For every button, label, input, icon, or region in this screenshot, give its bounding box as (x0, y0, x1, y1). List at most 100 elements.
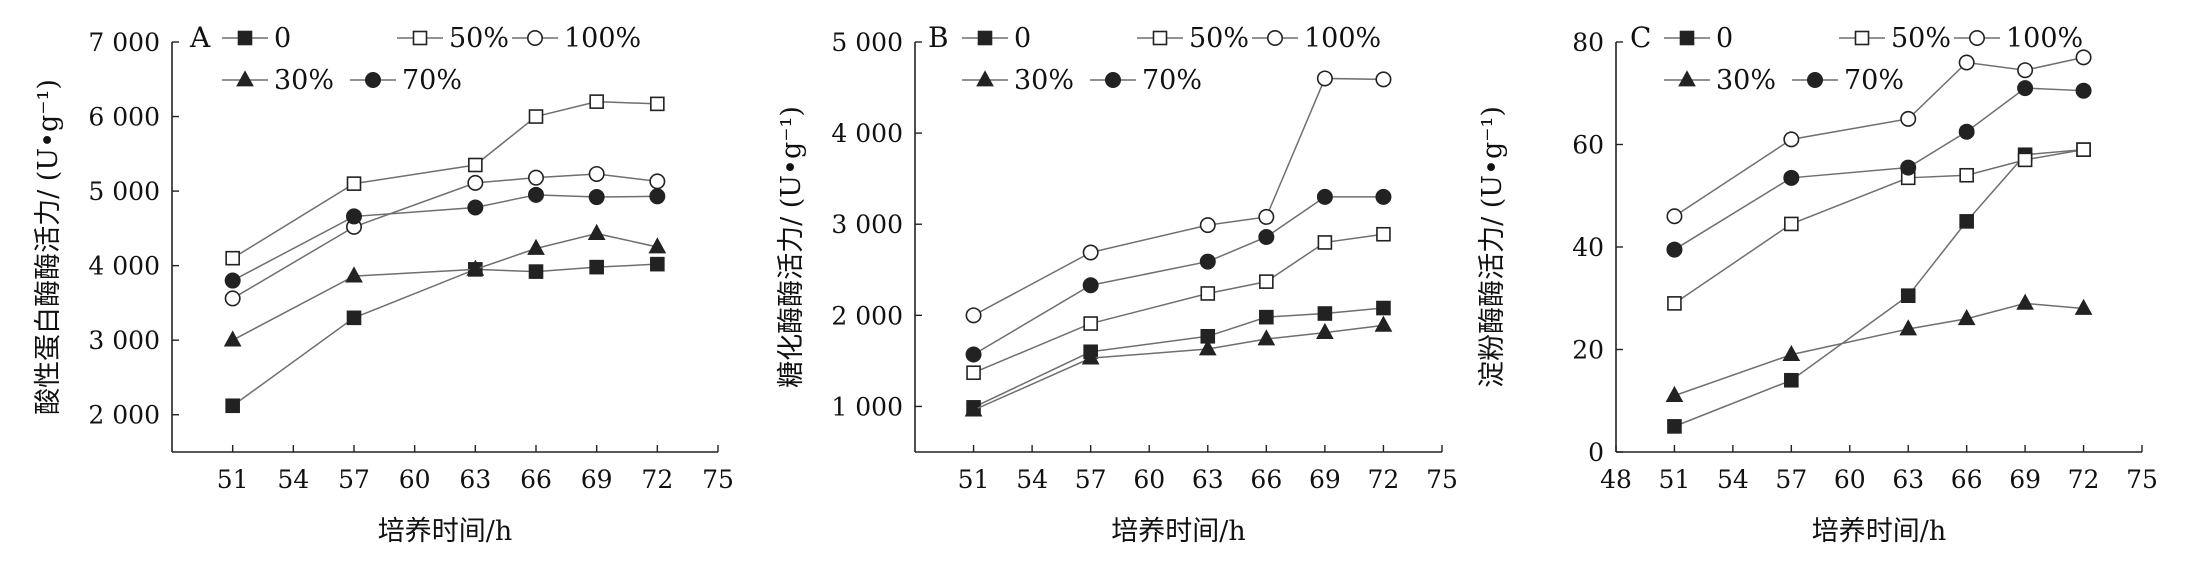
data-point (2076, 142, 2091, 157)
legend-marker (1152, 30, 1168, 46)
panel-letter: B (928, 21, 949, 54)
data-point (1199, 217, 1216, 234)
series-30pct (964, 315, 1393, 417)
legend-marker (364, 72, 381, 89)
panel-letter: C (1630, 21, 1651, 54)
data-point (1258, 228, 1275, 245)
x-tick-label: 75 (702, 465, 734, 494)
series-line (1674, 148, 2084, 304)
data-point (1784, 216, 1799, 232)
series-line (1674, 56, 2084, 217)
data-point (965, 346, 982, 363)
data-point (1784, 372, 1799, 388)
data-point (589, 94, 604, 109)
data-point (225, 398, 240, 414)
data-point (1783, 169, 1800, 186)
x-tick-label: 66 (1951, 465, 1983, 494)
data-point (1200, 286, 1216, 301)
y-tick-label: 2 000 (88, 401, 160, 430)
x-tick-label: 66 (520, 465, 552, 494)
legend-marker (1679, 30, 1695, 46)
data-point (527, 169, 544, 186)
legend-marker (1678, 70, 1696, 87)
y-tick-label: 6 000 (88, 103, 160, 132)
legend: 0 50% 100% 30% 70% (222, 23, 641, 96)
series-30pct (1665, 293, 2093, 403)
data-point (1316, 188, 1333, 205)
legend-marker (236, 70, 254, 87)
data-point (2017, 80, 2034, 97)
data-point (965, 307, 982, 324)
data-point (1666, 241, 1683, 258)
data-point (2075, 82, 2092, 99)
legend-marker (412, 30, 428, 46)
chart-panel-a: 51 54 57 60 63 66 69 72 75 2 000 3 000 4 000 5 000 6 … (33, 21, 734, 547)
legend-label: 0 (1014, 23, 1031, 54)
x-tick-label: 51 (217, 465, 249, 494)
legend-label: 30% (1014, 65, 1074, 96)
legend-label: 30% (1716, 65, 1776, 96)
x-tick-label: 48 (1600, 465, 1632, 494)
series-line (973, 196, 1384, 356)
series-30pct (223, 223, 667, 347)
legend-label: 30% (274, 65, 334, 96)
data-point (1900, 288, 1916, 303)
data-point (346, 176, 362, 191)
data-point (345, 266, 363, 283)
data-point (587, 223, 606, 240)
x-tick-label: 54 (1016, 465, 1048, 494)
data-point (1666, 208, 1683, 225)
x-axis-title: 培养时间/h (1812, 516, 1947, 547)
legend-marker (526, 29, 543, 46)
data-point (1374, 315, 1393, 332)
x-tick-label: 72 (2068, 465, 2100, 494)
x-tick-label: 75 (2126, 465, 2158, 494)
series-50pct (225, 94, 665, 266)
data-point (1316, 70, 1333, 87)
data-point (1667, 296, 1682, 311)
data-point (1667, 419, 1682, 434)
data-point (1259, 309, 1274, 325)
data-point (225, 250, 240, 266)
series-0 (966, 300, 1391, 415)
series-line (973, 77, 1384, 316)
y-tick-label: 4 000 (831, 119, 903, 148)
legend-label: 70% (1142, 65, 1202, 96)
data-point (468, 157, 483, 173)
x-tick-label: 51 (1659, 465, 1691, 494)
x-tick-label: 63 (1192, 465, 1224, 494)
data-point (224, 272, 241, 289)
x-tick-label: 72 (1368, 465, 1400, 494)
data-point (1376, 226, 1391, 242)
legend-label: 50% (1189, 23, 1249, 54)
data-point (1958, 123, 1975, 140)
y-tick-label: 3 000 (831, 210, 903, 239)
series-100pct (965, 70, 1392, 324)
data-point (1376, 300, 1391, 316)
data-point (224, 290, 241, 307)
data-point (1082, 277, 1099, 294)
data-point (588, 165, 605, 182)
data-point (1900, 159, 1917, 176)
legend-label: 100% (564, 23, 641, 54)
legend-marker (977, 30, 993, 46)
legend-marker (1969, 29, 1986, 46)
data-point (1900, 110, 1917, 127)
legend-marker (976, 70, 994, 87)
data-point (589, 259, 604, 275)
y-tick-label: 60 (1572, 131, 1604, 160)
legend-marker (1267, 29, 1284, 46)
data-point (1782, 344, 1801, 362)
data-point (588, 189, 605, 206)
series-line (1674, 148, 2084, 428)
x-axis-title: 培养时间/h (378, 516, 513, 547)
series-100pct (1666, 49, 2092, 225)
data-point (1899, 319, 1918, 336)
legend-label: 70% (402, 65, 462, 96)
series-50pct (966, 226, 1391, 381)
legend-label: 100% (1304, 23, 1381, 54)
legend-label: 70% (1844, 65, 1904, 96)
y-tick-label: 40 (1572, 233, 1604, 262)
series-line (1674, 87, 2084, 251)
